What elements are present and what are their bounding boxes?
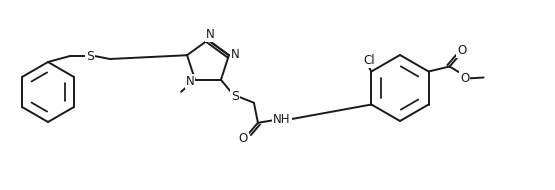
Text: N: N [186,75,194,88]
Text: O: O [460,72,469,85]
Text: N: N [205,28,214,41]
Text: NH: NH [273,113,291,126]
Text: Cl: Cl [364,54,375,67]
Text: N: N [230,48,239,61]
Text: O: O [457,44,466,57]
Text: S: S [231,90,239,103]
Text: O: O [238,132,248,145]
Text: S: S [86,50,94,63]
